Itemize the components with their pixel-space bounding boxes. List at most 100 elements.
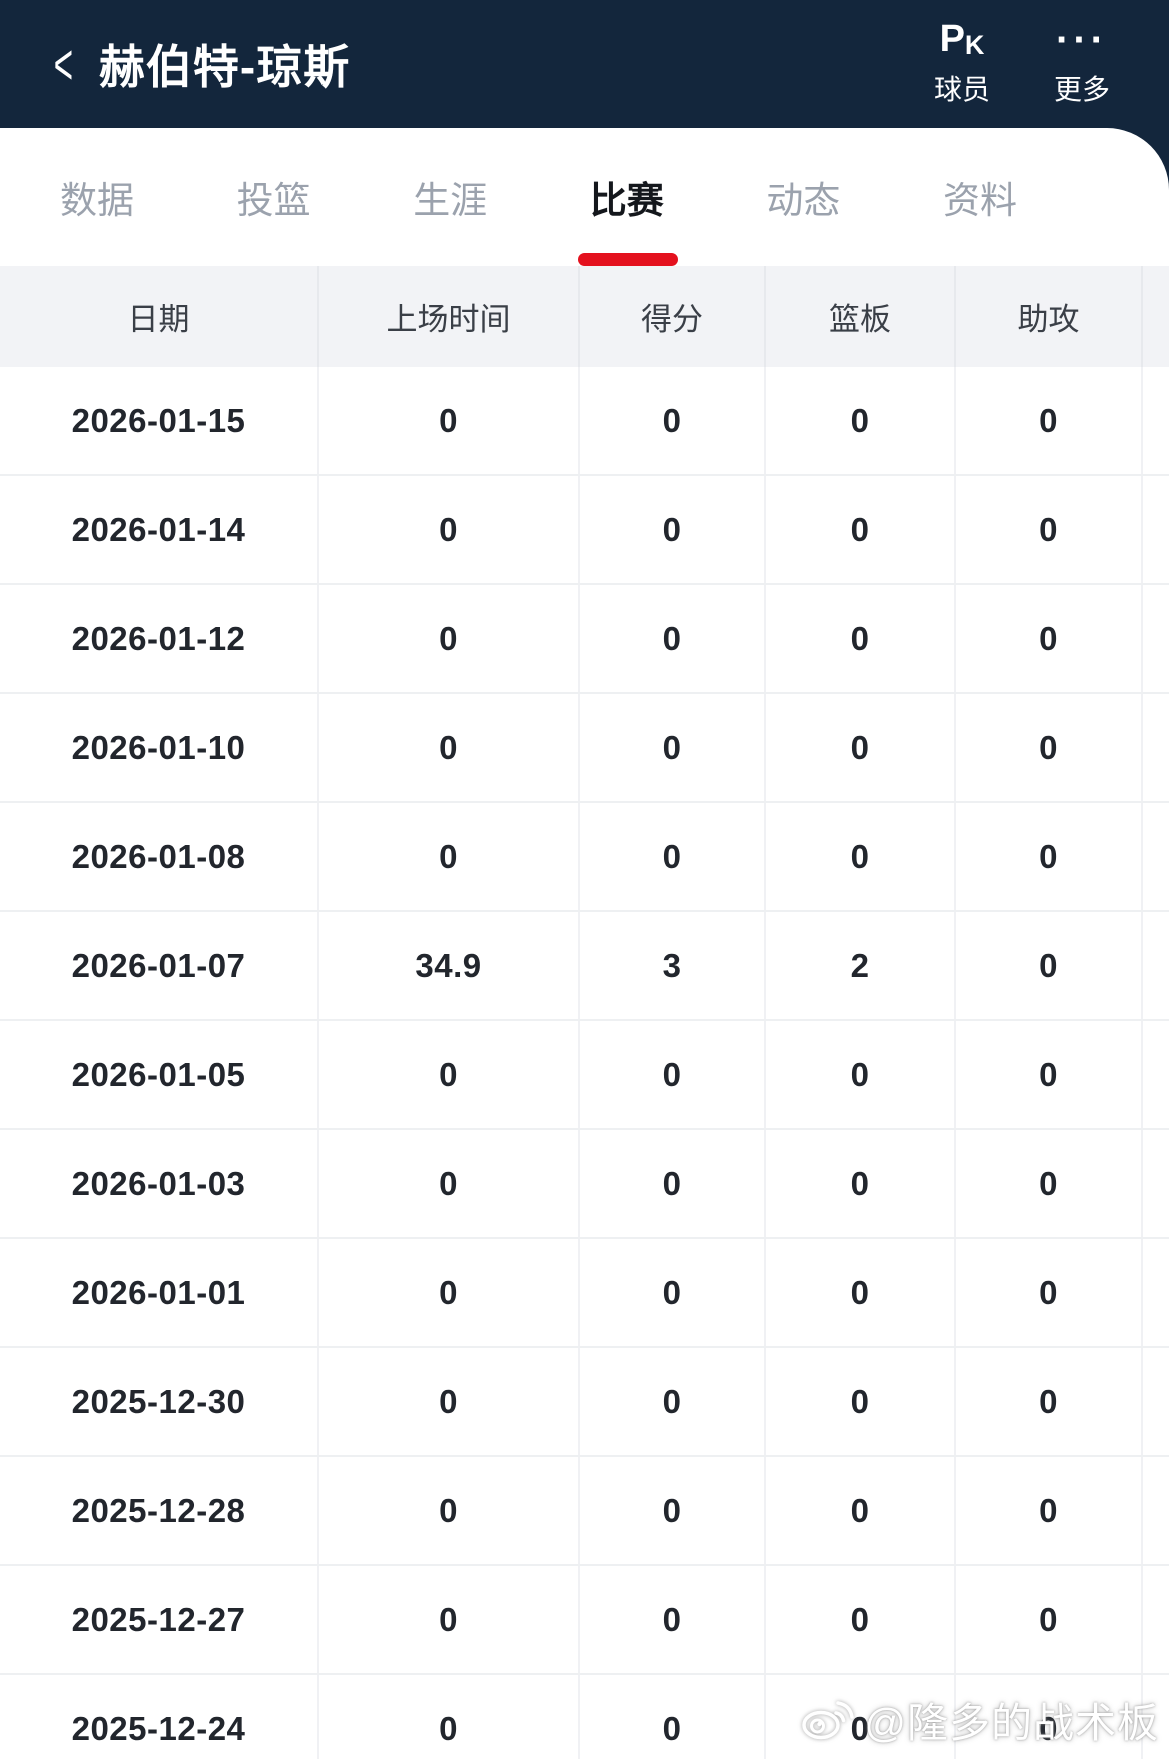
table-row[interactable]: 2026-01-05 0 0 0 0 <box>0 1021 1169 1130</box>
table-cell: 0 <box>954 476 1141 583</box>
table-row[interactable]: 2026-01-01 0 0 0 0 <box>0 1239 1169 1348</box>
table-row[interactable]: 2026-01-10 0 0 0 0 <box>0 694 1169 803</box>
table-cell <box>1141 476 1169 583</box>
table-cell: 2026-01-01 <box>71 1273 246 1311</box>
table-cell: 0 <box>317 585 578 692</box>
table-cell: 0 <box>317 1130 578 1237</box>
table-cell: 2025-12-24 <box>71 1709 246 1747</box>
table-row[interactable]: 2025-12-27 0 0 0 0 <box>0 1566 1169 1675</box>
table-row[interactable]: 2025-12-24 0 0 0 0 <box>0 1675 1169 1759</box>
table-cell: 0 <box>954 1021 1141 1128</box>
table-cell: 2026-01-12 <box>71 619 246 657</box>
table-cell <box>1141 803 1169 910</box>
table-cell: 0 <box>954 803 1141 910</box>
table-cell: 2 <box>764 912 954 1019</box>
table-cell: 0 <box>317 367 578 474</box>
table-cell: 0 <box>954 1348 1141 1455</box>
tab-生涯[interactable]: 生涯 <box>413 180 488 221</box>
table-cell: 0 <box>954 585 1141 692</box>
table-cell: 0 <box>954 912 1141 1019</box>
table-header-row: 日期 上场时间 得分 篮板 助攻 <box>0 266 1169 367</box>
table-cell: 2026-01-14 <box>71 510 246 548</box>
table-cell: 0 <box>954 694 1141 801</box>
table-row[interactable]: 2026-01-15 0 0 0 0 <box>0 367 1169 476</box>
table-cell: 0 <box>578 1566 764 1673</box>
table-cell: 0 <box>764 585 954 692</box>
column-header: 篮板 <box>764 266 954 367</box>
table-cell: 0 <box>578 1457 764 1564</box>
table-body: 2026-01-15 0 0 0 0 2026-01-14 0 0 0 0 2026-01-12 0 0… <box>0 367 1169 1759</box>
table-cell: 0 <box>317 803 578 910</box>
content-sheet: 数据 投篮 生涯 比赛 动态 资料 日期 上场时间 得分 篮板 助攻 2026-01-15 0 0 0 0… <box>0 128 1169 1759</box>
back-icon[interactable]: < <box>53 31 74 97</box>
watermark: @隆多的战术板 <box>800 1689 1159 1749</box>
table-cell: 0 <box>764 1021 954 1128</box>
table-cell: 2026-01-05 <box>71 1055 246 1093</box>
more-button-label: 更多 <box>1053 74 1110 105</box>
pk-button-label: 球员 <box>933 74 990 105</box>
tab-资料[interactable]: 资料 <box>942 180 1017 221</box>
table-cell: 0 <box>954 1130 1141 1237</box>
tab-bar: 数据 投篮 生涯 比赛 动态 资料 <box>0 128 1169 266</box>
table-cell: 0 <box>764 1348 954 1455</box>
table-cell <box>1141 912 1169 1019</box>
table-row[interactable]: 2025-12-28 0 0 0 0 <box>0 1457 1169 1566</box>
table-cell: 0 <box>764 476 954 583</box>
tab-比赛[interactable]: 比赛 <box>589 180 664 221</box>
table-cell: 0 <box>578 585 764 692</box>
table-cell: 0 <box>764 1566 954 1673</box>
table-cell: 0 <box>317 1675 578 1759</box>
table-cell <box>1141 1130 1169 1237</box>
page-title: 赫伯特-琼斯 <box>98 41 351 93</box>
more-button[interactable]: ··· 更多 <box>1047 20 1117 108</box>
table-cell: 0 <box>317 1239 578 1346</box>
table-cell: 0 <box>578 1348 764 1455</box>
table-row[interactable]: 2026-01-07 34.9 3 2 0 <box>0 912 1169 1021</box>
table-cell: 0 <box>764 694 954 801</box>
table-cell: 2025-12-30 <box>71 1382 246 1420</box>
table-cell: 2025-12-28 <box>71 1491 246 1529</box>
table-cell: 0 <box>317 1566 578 1673</box>
table-cell: 2026-01-07 <box>71 946 246 984</box>
table-row[interactable]: 2026-01-08 0 0 0 0 <box>0 803 1169 912</box>
table-row[interactable]: 2025-12-30 0 0 0 0 <box>0 1348 1169 1457</box>
table-cell <box>1141 694 1169 801</box>
table-cell: 0 <box>578 1239 764 1346</box>
table-cell: 2026-01-10 <box>71 728 246 766</box>
table-cell: 3 <box>578 912 764 1019</box>
table-cell <box>1141 367 1169 474</box>
table-cell <box>1141 1675 1169 1759</box>
column-header-spacer <box>1141 266 1169 367</box>
active-tab-underline <box>578 253 678 266</box>
column-header: 得分 <box>578 266 764 367</box>
table-cell: 0 <box>578 803 764 910</box>
column-header: 助攻 <box>954 266 1141 367</box>
table-cell: 2026-01-08 <box>71 837 246 875</box>
table-cell: 0 <box>578 1675 764 1759</box>
table-cell: 0 <box>954 1457 1141 1564</box>
table-cell: 0 <box>317 476 578 583</box>
table-cell: 0 <box>764 367 954 474</box>
table-cell: 0 <box>764 1675 954 1759</box>
table-row[interactable]: 2026-01-14 0 0 0 0 <box>0 476 1169 585</box>
table-row[interactable]: 2026-01-12 0 0 0 0 <box>0 585 1169 694</box>
tab-投篮[interactable]: 投篮 <box>236 180 311 221</box>
table-cell: 0 <box>317 1021 578 1128</box>
column-header: 日期 <box>127 302 190 337</box>
table-cell <box>1141 1348 1169 1455</box>
table-cell: 2026-01-15 <box>71 401 246 439</box>
table-cell: 0 <box>317 1457 578 1564</box>
table-row[interactable]: 2026-01-03 0 0 0 0 <box>0 1130 1169 1239</box>
table-cell: 0 <box>764 1457 954 1564</box>
table-cell <box>1141 1021 1169 1128</box>
tab-数据[interactable]: 数据 <box>60 180 134 221</box>
tab-动态[interactable]: 动态 <box>766 180 841 221</box>
watermark-text: @隆多的战术板 <box>864 1700 1159 1746</box>
table-cell: 0 <box>578 1130 764 1237</box>
table-cell <box>1141 1457 1169 1564</box>
